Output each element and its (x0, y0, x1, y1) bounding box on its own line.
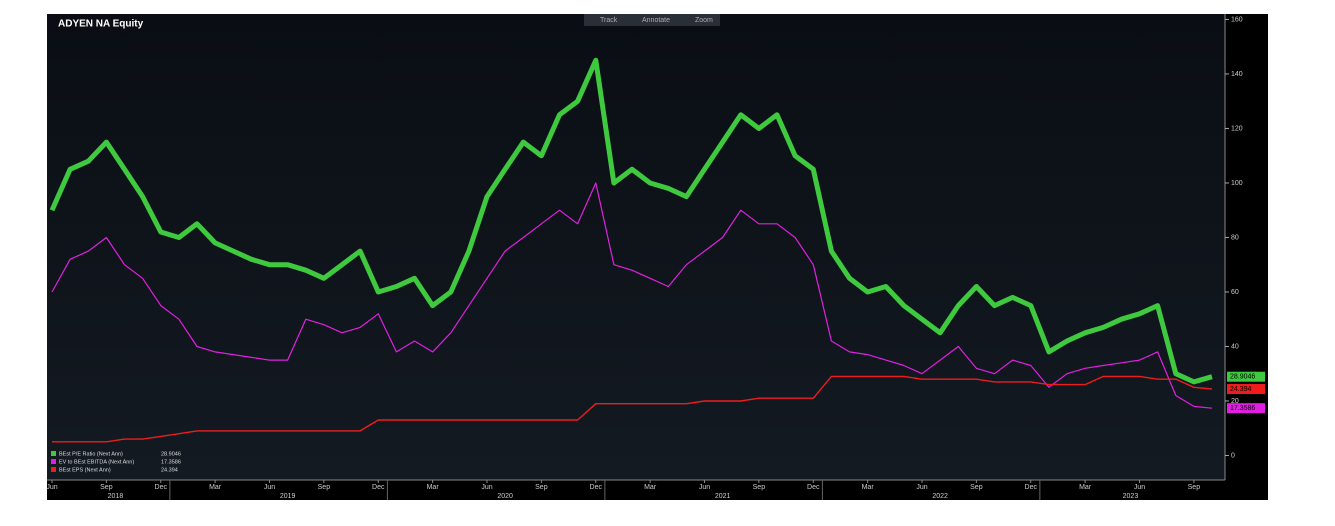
plot-area (47, 14, 1225, 480)
toolbar-button[interactable]: Zoom (695, 17, 713, 24)
toolbar-button[interactable]: Annotate (642, 17, 670, 24)
x-tick-label: Jun (699, 484, 710, 491)
legend-swatch (51, 467, 56, 472)
x-tick-label: Dec (1025, 484, 1038, 491)
y-tick-label: 40 (1231, 343, 1239, 350)
year-label: 2023 (1123, 493, 1139, 500)
x-tick-label: Dec (807, 484, 820, 491)
x-tick-label: Sep (753, 484, 766, 491)
x-tick-label: Dec (590, 484, 603, 491)
last-value-tag (1227, 383, 1265, 394)
legend-value: 17.3586 (161, 459, 181, 465)
legend-value: 24.394 (161, 467, 178, 473)
x-tick-label: Sep (318, 484, 331, 491)
x-tick-label: Mar (209, 484, 222, 491)
x-tick-label: Sep (100, 484, 113, 491)
y-tick-label: 140 (1231, 71, 1243, 78)
x-tick-label: Mar (644, 484, 657, 491)
toolbar: Track Annotate Zoom (584, 14, 720, 26)
y-tick-label: 80 (1231, 234, 1239, 241)
year-label: 2020 (497, 493, 513, 500)
year-label: 2018 (108, 493, 124, 500)
x-tick-label: Sep (535, 484, 548, 491)
x-tick-label: Jun (46, 484, 57, 491)
last-value-tag (1227, 371, 1265, 382)
last-value-label: 28.9046 (1230, 374, 1255, 381)
legend-swatch (51, 459, 56, 464)
last-value-label: 17.3586 (1230, 405, 1255, 412)
x-tick-label: Sep (1188, 484, 1201, 491)
legend-label: EV to BEst EBITDA (Next Ann) (59, 459, 134, 465)
y-tick-label: 100 (1231, 180, 1243, 187)
x-tick-label: Mar (427, 484, 440, 491)
last-value-tag (1227, 403, 1265, 414)
x-tick-label: Mar (1079, 484, 1092, 491)
x-tick-label: Jun (916, 484, 927, 491)
toolbar-bg (584, 14, 720, 26)
series-line (51, 182, 1213, 409)
x-tick-label: Sep (970, 484, 983, 491)
legend-label: BEst P/E Ratio (Next Ann) (59, 451, 123, 457)
last-value-label: 24.394 (1230, 386, 1252, 393)
y-tick-label: 60 (1231, 289, 1239, 296)
x-tick-label: Jun (264, 484, 275, 491)
y-tick-label: 20 (1231, 398, 1239, 405)
year-label: 2022 (932, 493, 948, 500)
chart-title: ADYEN NA Equity (58, 19, 144, 30)
year-label: 2021 (715, 493, 731, 500)
x-tick-label: Dec (372, 484, 385, 491)
x-tick-label: Jun (481, 484, 492, 491)
series-line (49, 57, 1213, 385)
y-tick-label: 160 (1231, 16, 1243, 23)
toolbar-button[interactable]: Track (600, 17, 618, 24)
year-label: 2019 (280, 493, 296, 500)
x-tick-label: Jun (1134, 484, 1145, 491)
legend-label: BEst EPS (Next Ann) (59, 467, 111, 473)
x-tick-label: Dec (155, 484, 168, 491)
x-tick-label: Mar (862, 484, 875, 491)
legend-swatch (51, 451, 56, 456)
y-tick-label: 120 (1231, 125, 1243, 132)
series-line (52, 375, 1213, 443)
legend-value: 28.9046 (161, 451, 181, 457)
y-tick-label: 0 (1231, 452, 1235, 459)
